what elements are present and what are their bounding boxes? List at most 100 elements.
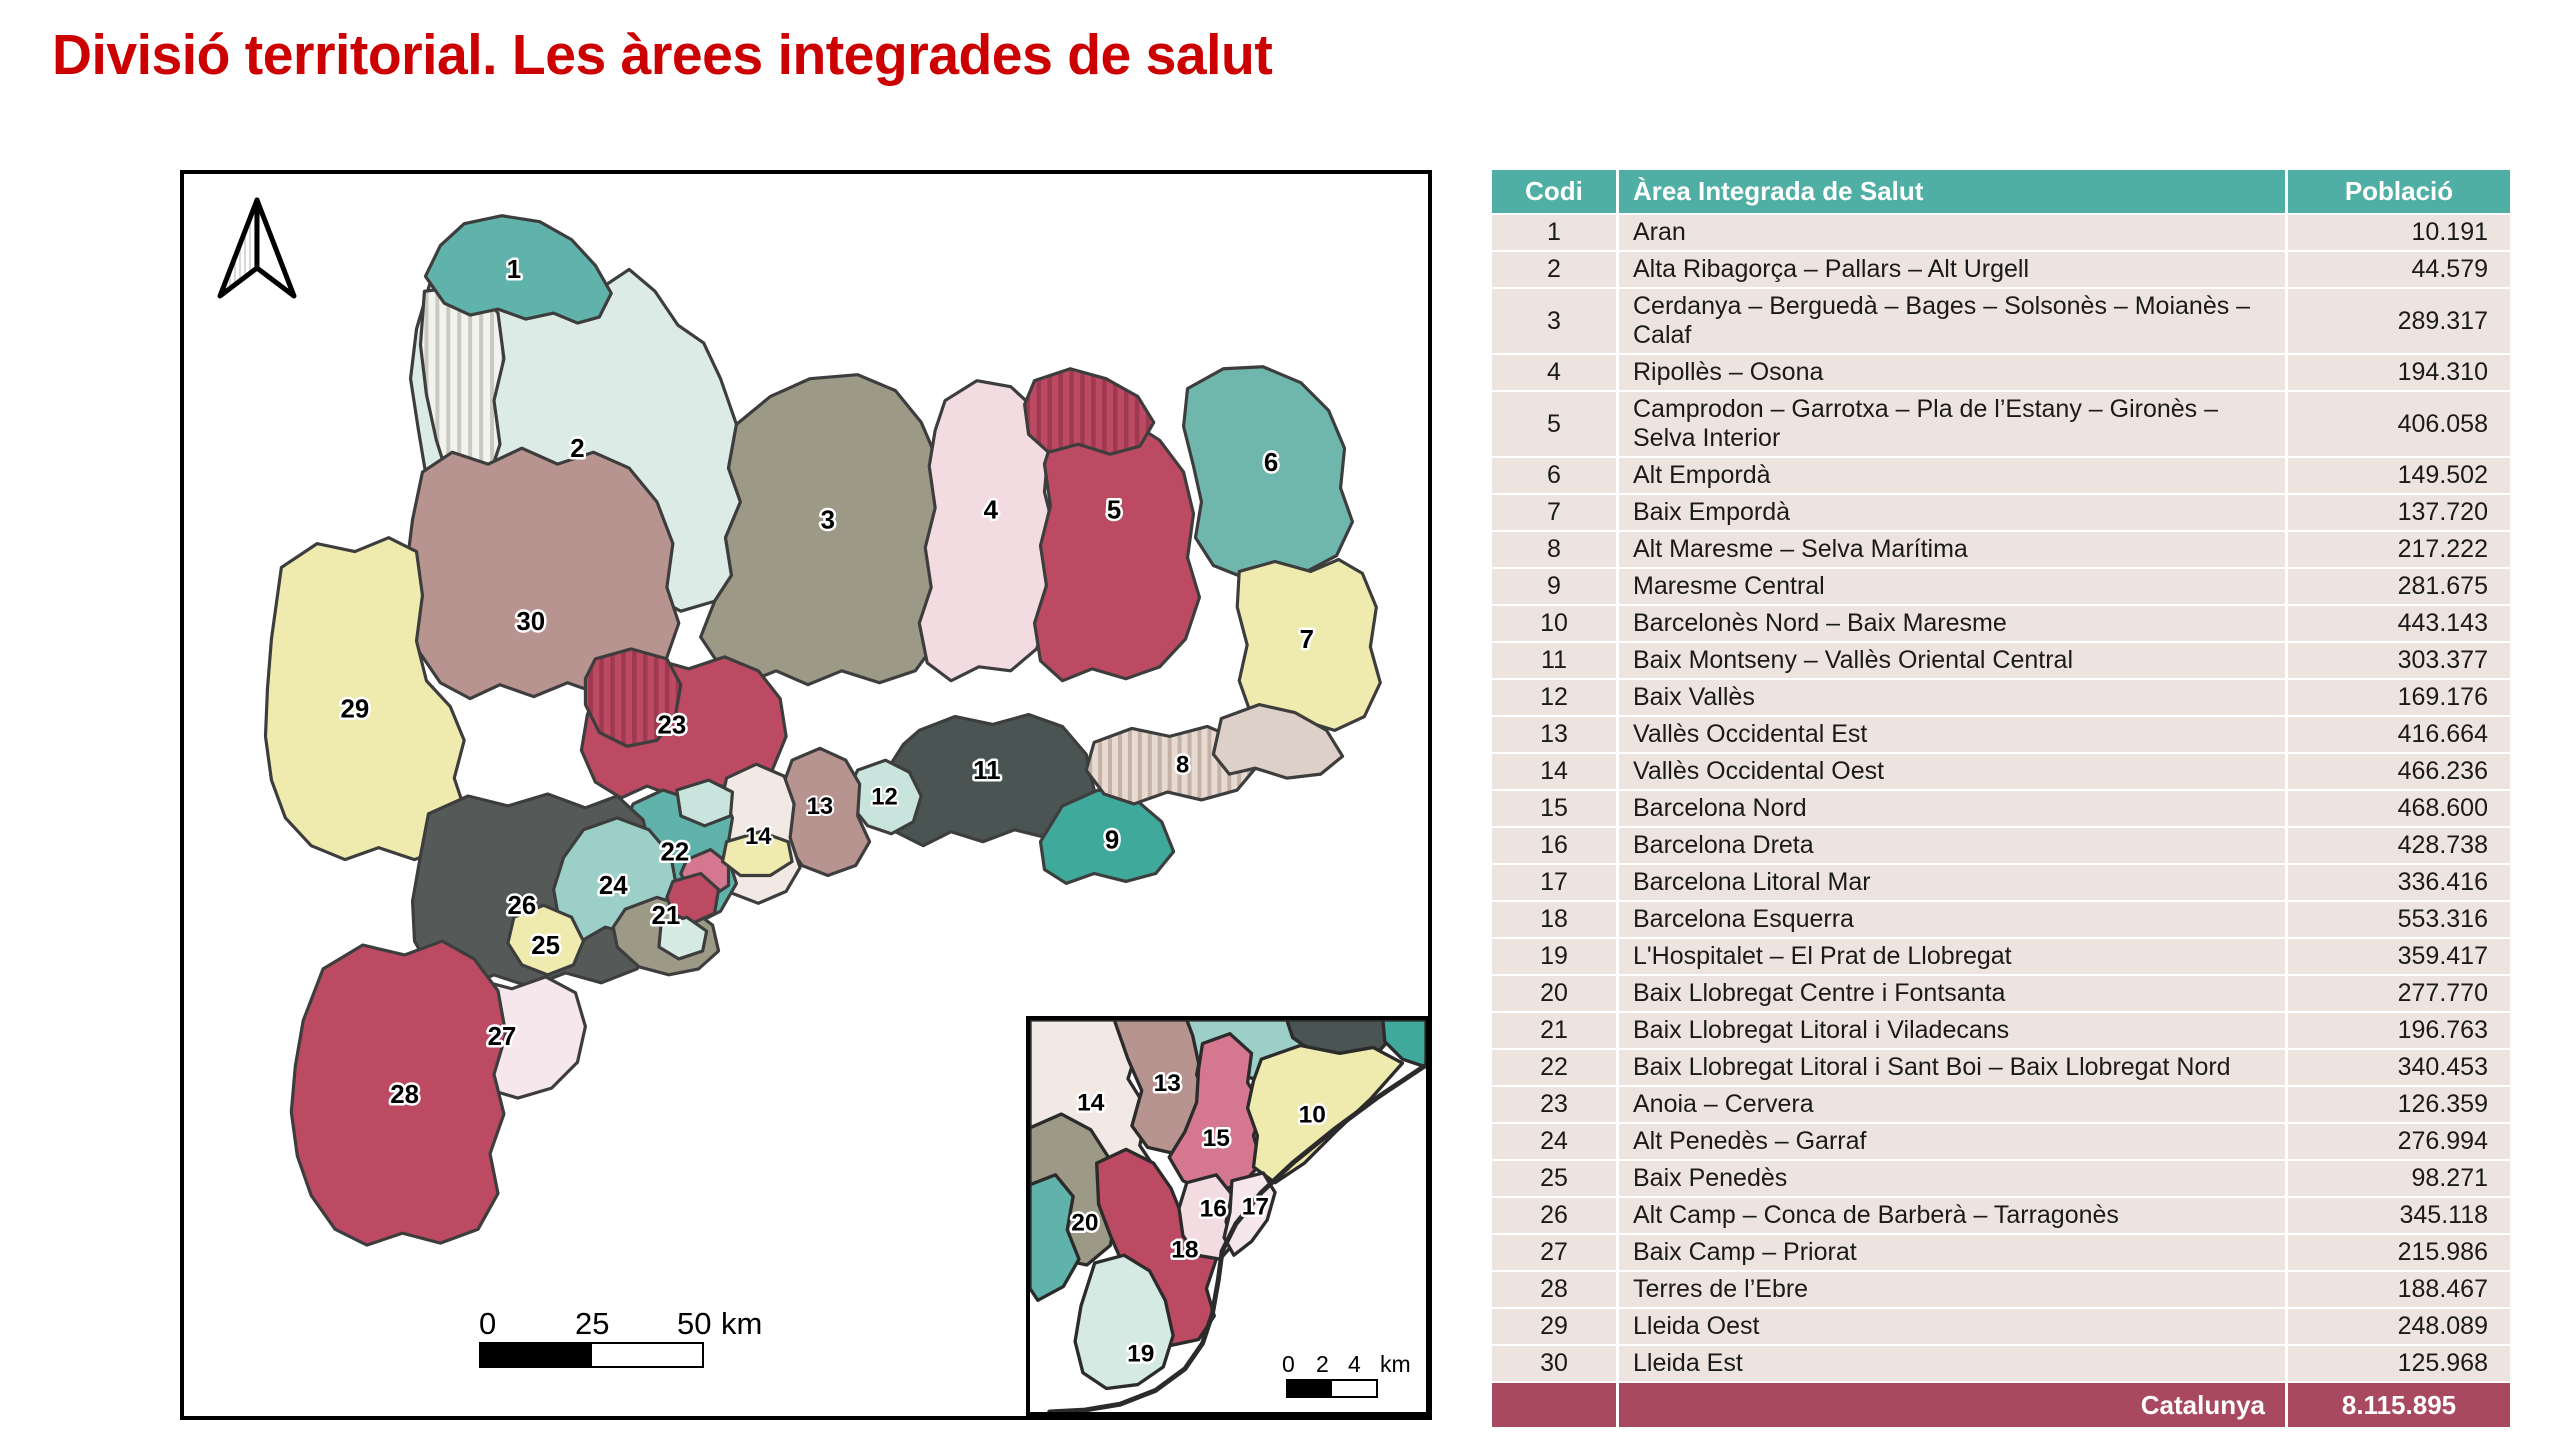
map-label-5: 5 (1107, 497, 1121, 525)
row-name-cell: Lleida Est (1619, 1346, 2288, 1381)
north-arrow-icon (217, 197, 297, 299)
row-code-cell: 29 (1492, 1309, 1619, 1344)
map-label-14: 14 (745, 823, 772, 850)
table-row[interactable]: 6 Alt Empordà 149.502 (1492, 458, 2510, 493)
row-code-cell: 27 (1492, 1235, 1619, 1270)
inset-label-20: 20 (1071, 1209, 1098, 1236)
column-header-code[interactable]: Codi (1492, 170, 1619, 213)
main-map-panel[interactable]: 1 2 3 4 5 6 7 8 9 11 12 13 14 22 21 24 2… (180, 170, 1432, 1420)
map-label-8: 8 (1176, 751, 1189, 778)
map-region-25[interactable] (506, 903, 586, 977)
row-code-cell: 7 (1492, 495, 1619, 530)
column-header-population[interactable]: Població (2288, 170, 2510, 213)
row-name-cell: Cerdanya – Berguedà – Bages – Solsonès –… (1619, 289, 2288, 353)
scale-bar-main: 0 25 50 km (479, 1306, 762, 1368)
row-population-cell: 196.763 (2288, 1013, 2510, 1048)
map-region-5-hatched-subarea (1023, 367, 1156, 456)
table-row[interactable]: 28 Terres de l’Ebre 188.467 (1492, 1272, 2510, 1307)
table-row[interactable]: 4 Ripollès – Osona 194.310 (1492, 355, 2510, 390)
table-row[interactable]: 3 Cerdanya – Berguedà – Bages – Solsonès … (1492, 289, 2510, 353)
row-population-cell: 443.143 (2288, 606, 2510, 641)
table-row[interactable]: 16 Barcelona Dreta 428.738 (1492, 828, 2510, 863)
table-header-row: Codi Àrea Integrada de Salut Població (1492, 170, 2510, 213)
map-region-5[interactable] (1032, 410, 1202, 683)
table-row[interactable]: 12 Baix Vallès 169.176 (1492, 680, 2510, 715)
table-row[interactable]: 26 Alt Camp – Conca de Barberà – Tarragon… (1492, 1198, 2510, 1233)
row-population-cell: 406.058 (2288, 392, 2510, 456)
row-population-cell: 289.317 (2288, 289, 2510, 353)
column-header-name[interactable]: Àrea Integrada de Salut (1619, 170, 2288, 213)
map-label-12: 12 (871, 783, 898, 810)
inset-label-18: 18 (1171, 1237, 1198, 1264)
inset-region-10[interactable] (1245, 1043, 1405, 1185)
inset-scale-tick-0: 0 (1282, 1351, 1295, 1377)
map-label-30: 30 (516, 608, 545, 636)
row-name-cell: Baix Empordà (1619, 495, 2288, 530)
total-label-cell: Catalunya (1619, 1383, 2288, 1428)
table-row[interactable]: 27 Baix Camp – Priorat 215.986 (1492, 1235, 2510, 1270)
table-row[interactable]: 17 Barcelona Litoral Mar 336.416 (1492, 865, 2510, 900)
barcelona-inset-svg[interactable]: 14 13 15 10 20 16 17 18 19 (1030, 1020, 1426, 1412)
table-row[interactable]: 1 Aran 10.191 (1492, 215, 2510, 250)
table-row[interactable]: 2 Alta Ribagorça – Pallars – Alt Urgell 44… (1492, 252, 2510, 287)
inset-map-panel[interactable]: 14 13 15 10 20 16 17 18 19 0 2 4 km (1026, 1016, 1428, 1416)
inset-label-19: 19 (1127, 1341, 1154, 1368)
table-row[interactable]: 18 Barcelona Esquerra 553.316 (1492, 902, 2510, 937)
table-row[interactable]: 19 L'Hospitalet – El Prat de Llobregat 359… (1492, 939, 2510, 974)
table-row[interactable]: 22 Baix Llobregat Litoral i Sant Boi – Ba… (1492, 1050, 2510, 1085)
row-population-cell: 248.089 (2288, 1309, 2510, 1344)
row-name-cell: Ripollès – Osona (1619, 355, 2288, 390)
row-name-cell: Alta Ribagorça – Pallars – Alt Urgell (1619, 252, 2288, 287)
map-region-6[interactable] (1181, 365, 1355, 579)
table-row[interactable]: 14 Vallès Occidental Oest 466.236 (1492, 754, 2510, 789)
map-region-28[interactable] (289, 939, 508, 1247)
map-region-3[interactable] (699, 373, 953, 687)
map-label-3: 3 (821, 507, 835, 535)
table-row[interactable]: 10 Barcelonès Nord – Baix Maresme 443.143 (1492, 606, 2510, 641)
scale-tick-25: 25 (575, 1306, 610, 1341)
table-row[interactable]: 5 Camprodon – Garrotxa – Pla de l’Estany … (1492, 392, 2510, 456)
row-population-cell: 194.310 (2288, 355, 2510, 390)
table-row[interactable]: 9 Maresme Central 281.675 (1492, 569, 2510, 604)
table-row[interactable]: 21 Baix Llobregat Litoral i Viladecans 196… (1492, 1013, 2510, 1048)
inset-region-16[interactable] (1177, 1173, 1236, 1261)
table-row[interactable]: 7 Baix Empordà 137.720 (1492, 495, 2510, 530)
row-name-cell: Alt Penedès – Garraf (1619, 1124, 2288, 1159)
map-label-1: 1 (507, 256, 521, 284)
table-row[interactable]: 24 Alt Penedès – Garraf 276.994 (1492, 1124, 2510, 1159)
table-row[interactable]: 15 Barcelona Nord 468.600 (1492, 791, 2510, 826)
row-name-cell: Barcelonès Nord – Baix Maresme (1619, 606, 2288, 641)
table-row[interactable]: 8 Alt Maresme – Selva Marítima 217.222 (1492, 532, 2510, 567)
row-name-cell: Baix Llobregat Litoral i Viladecans (1619, 1013, 2288, 1048)
row-code-cell: 19 (1492, 939, 1619, 974)
row-name-cell: Lleida Oest (1619, 1309, 2288, 1344)
table-row[interactable]: 29 Lleida Oest 248.089 (1492, 1309, 2510, 1344)
row-code-cell: 10 (1492, 606, 1619, 641)
table-row[interactable]: 23 Anoia – Cervera 126.359 (1492, 1087, 2510, 1122)
catalonia-map-svg[interactable]: 1 2 3 4 5 6 7 8 9 11 12 13 14 22 21 24 2… (184, 174, 1428, 1416)
row-code-cell: 25 (1492, 1161, 1619, 1196)
row-population-cell: 336.416 (2288, 865, 2510, 900)
row-name-cell: Alt Empordà (1619, 458, 2288, 493)
table-row[interactable]: 25 Baix Penedès 98.271 (1492, 1161, 2510, 1196)
row-population-cell: 416.664 (2288, 717, 2510, 752)
row-name-cell: Aran (1619, 215, 2288, 250)
table-row[interactable]: 30 Lleida Est 125.968 (1492, 1346, 2510, 1381)
map-region-1[interactable] (423, 214, 613, 325)
row-population-cell: 359.417 (2288, 939, 2510, 974)
map-label-27: 27 (488, 1023, 517, 1051)
table-row[interactable]: 11 Baix Montseny – Vallès Oriental Centra… (1492, 643, 2510, 678)
row-population-cell: 98.271 (2288, 1161, 2510, 1196)
table-row[interactable]: 20 Baix Llobregat Centre i Fontsanta 277.7… (1492, 976, 2510, 1011)
inset-scale-block-black (1288, 1381, 1332, 1396)
inset-label-16: 16 (1200, 1196, 1227, 1223)
scale-block-black (481, 1344, 592, 1366)
row-population-cell: 10.191 (2288, 215, 2510, 250)
inset-label-14: 14 (1077, 1090, 1105, 1117)
map-region-7[interactable] (1235, 557, 1382, 734)
inset-region-19[interactable] (1073, 1253, 1175, 1391)
row-code-cell: 18 (1492, 902, 1619, 937)
row-population-cell: 276.994 (2288, 1124, 2510, 1159)
table-row[interactable]: 13 Vallès Occidental Est 416.664 (1492, 717, 2510, 752)
